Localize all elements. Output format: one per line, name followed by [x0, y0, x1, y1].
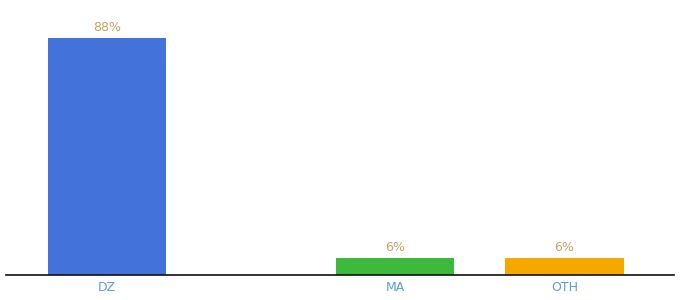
Bar [336, 258, 454, 274]
Bar [505, 258, 624, 274]
Bar [48, 38, 167, 274]
Text: 6%: 6% [554, 241, 575, 254]
Text: 6%: 6% [385, 241, 405, 254]
Text: 88%: 88% [93, 21, 121, 34]
